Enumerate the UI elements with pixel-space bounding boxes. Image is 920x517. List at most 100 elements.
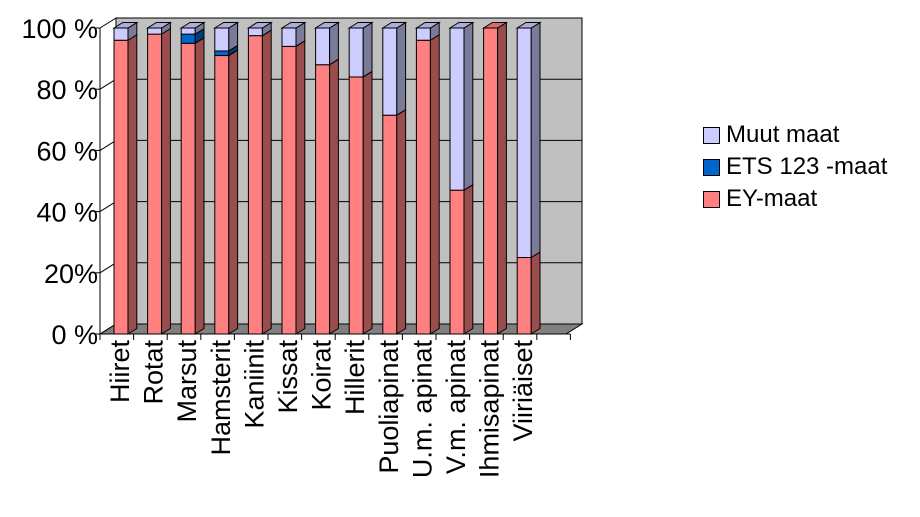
bar-stack-2	[179, 21, 206, 335]
chart-side-wall	[99, 17, 117, 335]
bar-segment	[516, 257, 532, 335]
bar-top	[213, 22, 240, 29]
bar-segment-side	[295, 39, 306, 335]
bar-segment-side	[396, 108, 407, 335]
bar-segment	[415, 39, 431, 335]
bar-segment-side	[362, 70, 373, 335]
category-label: Koirat	[307, 340, 337, 411]
chart-floor	[98, 323, 584, 335]
bar-segment	[348, 27, 364, 78]
bar-top	[246, 22, 273, 29]
bar-segment	[214, 55, 230, 335]
legend-label-ets-123-maat: ETS 123 -maat	[726, 153, 888, 180]
category-label: Hillerit	[340, 340, 370, 416]
bar-segment-side	[329, 21, 339, 66]
category-label: Viiriäiset	[508, 340, 538, 442]
side-wall-line	[99, 262, 117, 274]
bar-stack-0	[112, 21, 139, 335]
bar-segment-side	[463, 21, 474, 192]
bar-top	[313, 22, 341, 29]
bar-segment	[281, 27, 297, 47]
bar-segment	[247, 27, 263, 37]
bar-segment-side	[362, 21, 373, 78]
bar-top	[448, 22, 475, 29]
side-wall-line	[99, 139, 117, 151]
bar-segment	[483, 27, 499, 335]
bar-stack-7	[347, 21, 374, 335]
bar-stack-9	[414, 21, 441, 335]
bar-segment-side	[396, 21, 407, 117]
category-label: Kaniinit	[239, 340, 269, 429]
legend-item-ets-123-maat: ETS 123 -maat	[703, 153, 920, 181]
bar-segment-side	[261, 29, 272, 335]
bar-stack-1	[145, 21, 173, 335]
bar-top	[179, 22, 206, 29]
bar-top	[481, 22, 509, 29]
category-label: Hiiret	[105, 340, 135, 404]
y-tick-label: 20%	[44, 259, 98, 289]
bar-segment	[214, 27, 230, 52]
category-label: Marsut	[172, 340, 202, 423]
bar-segment	[147, 33, 163, 335]
category-label: Puoliapinat	[374, 340, 404, 474]
y-tick-label: 0 %	[51, 320, 98, 350]
bar-stack-6	[313, 21, 341, 335]
bar-top	[381, 22, 408, 29]
bar-segment	[113, 27, 129, 41]
bar-segment	[113, 39, 129, 335]
bar-top	[280, 22, 307, 29]
category-label: Ihmisapinat	[475, 340, 505, 479]
category-label: Rotat	[139, 340, 169, 405]
bar-segment	[382, 27, 398, 116]
category-label: V.m. apinat	[441, 340, 471, 475]
bar-segment-side	[429, 33, 440, 335]
bar-segment-side	[497, 21, 507, 335]
y-tick-label: 60 %	[36, 136, 98, 166]
bar-top	[515, 22, 542, 29]
bar-segment-side	[329, 58, 339, 335]
bar-segment	[247, 35, 263, 335]
bar-segment	[415, 27, 431, 41]
bar-stack-8	[381, 21, 408, 335]
bar-segment-side	[530, 251, 541, 335]
y-tick-label: 100 %	[21, 14, 98, 44]
bar-segment	[147, 27, 163, 35]
legend-swatch-ets-123-maat	[703, 158, 720, 176]
bar-segment	[315, 64, 331, 335]
bar-segment	[348, 76, 364, 335]
side-wall-line	[99, 323, 117, 335]
bar-segment	[382, 114, 398, 335]
legend: Muut maat ETS 123 -maat EY-maat	[703, 121, 920, 217]
bar-segment-side	[228, 49, 239, 335]
legend-label-muut-maat: Muut maat	[726, 121, 840, 148]
bar-segment	[180, 33, 196, 44]
category-label: Hamsterit	[206, 340, 236, 456]
bar-segment	[315, 27, 331, 66]
legend-label-ey-maat: EY-maat	[726, 185, 818, 212]
bar-segment	[281, 45, 297, 335]
bar-segment	[449, 189, 465, 335]
side-wall-line	[99, 201, 117, 213]
bar-stack-5	[280, 21, 307, 335]
y-tick-label: 40 %	[36, 198, 98, 228]
bar-segment-side	[127, 33, 138, 335]
legend-item-ey-maat: EY-maat	[703, 185, 920, 213]
bar-segment	[214, 50, 230, 57]
bar-stack-10	[448, 21, 475, 335]
axes	[94, 27, 571, 340]
legend-swatch-ey-maat	[703, 190, 720, 208]
bar-stack-11	[481, 21, 509, 335]
y-tick-label: 80 %	[36, 75, 98, 105]
bar-stack-4	[246, 21, 273, 335]
bar-segment	[180, 42, 196, 335]
category-label: Kissat	[273, 340, 303, 414]
bar-segment-side	[530, 21, 541, 259]
bar-stack-3	[213, 21, 240, 335]
bar-top	[414, 22, 441, 29]
bar-top	[347, 22, 374, 29]
x-axis-labels: Hiiret Rotat Marsut Hamsterit Kaniinit Kissat…	[105, 340, 538, 479]
bar-top	[145, 22, 173, 29]
bar-segment	[449, 27, 465, 191]
bar-segment	[180, 27, 196, 35]
side-wall-line	[99, 78, 117, 90]
